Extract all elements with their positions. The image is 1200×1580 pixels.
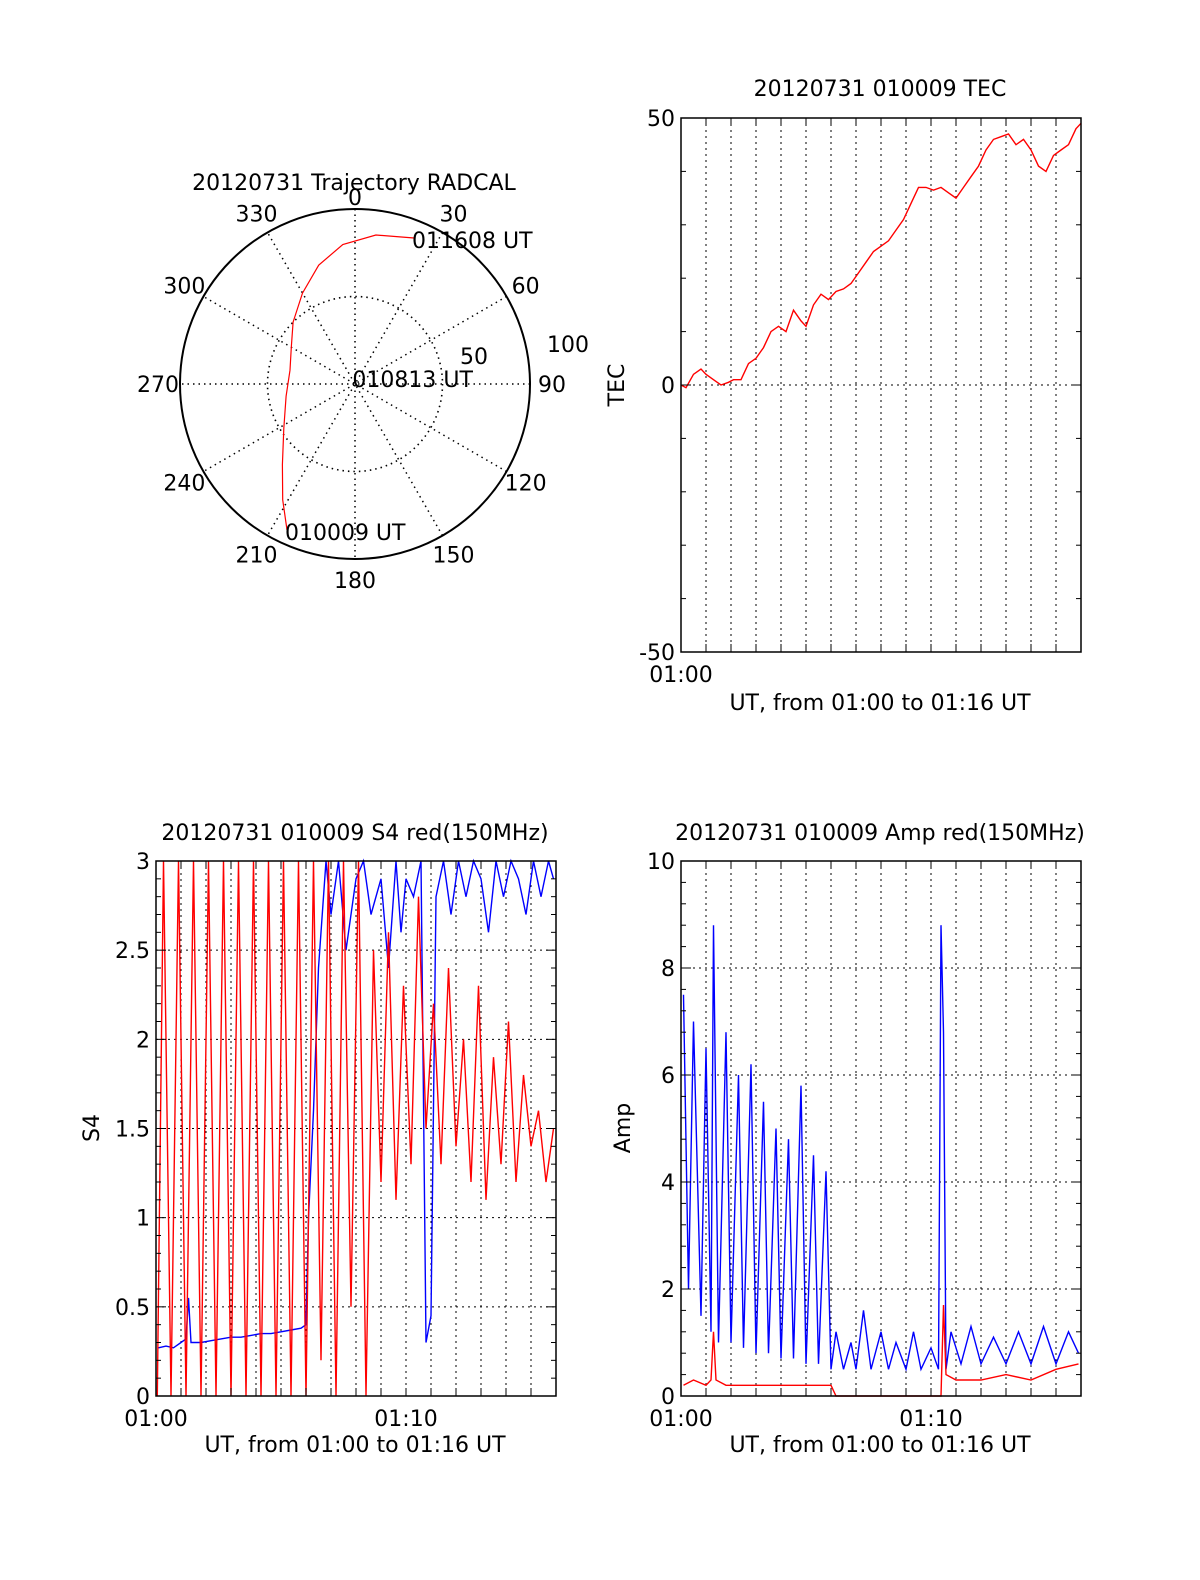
x-tick-label: 01:00	[649, 1407, 712, 1432]
amp-plot: 20120731 010009 Amp red(150MHz) Amp UT, …	[611, 821, 1085, 1458]
y-tick-label: 0	[661, 374, 675, 399]
trajectory-annotation: 010009 UT	[285, 521, 406, 546]
azimuth-label: 150	[433, 544, 475, 569]
polar-grid	[179, 208, 531, 560]
y-tick-label: 2	[661, 1278, 675, 1303]
azimuth-label: 300	[163, 275, 205, 300]
x-tick-label: 01:00	[124, 1407, 187, 1432]
tec-title: 20120731 010009 TEC	[754, 77, 1007, 102]
s4-title: 20120731 010009 S4 red(150MHz)	[161, 821, 548, 846]
polar-ring-outer	[179, 208, 531, 560]
series-line-red	[680, 122, 1082, 389]
azimuth-label: 90	[538, 373, 566, 398]
plot-frame	[680, 860, 1082, 1397]
azimuth-label: 270	[137, 373, 179, 398]
s4-xlabel: UT, from 01:00 to 01:16 UT	[204, 1433, 506, 1458]
series-line-red	[156, 860, 555, 1397]
azimuth-labels: 0 30 60 90 120 150 180 210 240 270 300 330	[137, 186, 566, 594]
trajectory-plot: 20120731 Trajectory RADCAL 0 30 60 90 120 150…	[137, 171, 589, 594]
trajectory-series	[281, 234, 415, 530]
tec-xlabel: UT, from 01:00 to 01:16 UT	[729, 691, 1031, 716]
azimuth-label: 210	[236, 544, 278, 569]
ring-labels: 50 100	[460, 333, 589, 370]
y-tick-label: 0.5	[115, 1296, 150, 1321]
trajectory-annotation: 011608 UT	[412, 229, 533, 254]
polar-spoke	[203, 295, 507, 473]
polar-spoke	[266, 232, 444, 536]
s4-plot-body: 0 0.5 1 1.5 2 2.5 3 01:00 01:10	[115, 850, 557, 1432]
trajectory-annotation: 010813 UT	[352, 368, 473, 393]
y-tick-label: 50	[647, 107, 675, 132]
polar-ring-inner	[266, 295, 444, 473]
azimuth-label: 0	[348, 186, 362, 211]
y-tick-label: 1	[136, 1207, 150, 1232]
azimuth-label: 240	[163, 472, 205, 497]
y-tick-label: 0	[136, 1385, 150, 1410]
azimuth-label: 60	[512, 275, 540, 300]
y-tick-label: 4	[661, 1171, 675, 1196]
amp-title: 20120731 010009 Amp red(150MHz)	[675, 821, 1085, 846]
tec-plot: 20120731 010009 TEC TEC UT, from 01:00 t…	[605, 77, 1082, 716]
y-tick-label: 8	[661, 957, 675, 982]
y-tick-label: 2	[136, 1028, 150, 1053]
x-tick-label: 01:10	[374, 1407, 437, 1432]
y-tick-label: 2.5	[115, 939, 150, 964]
s4-ylabel: S4	[80, 1114, 105, 1142]
tec-plot-body: -50 0 50 01:00	[639, 107, 1082, 688]
series-line-blue	[682, 925, 1080, 1372]
azimuth-label: 180	[334, 569, 376, 594]
trajectory-annotations: 011608 UT 010813 UT 010009 UT	[285, 229, 533, 546]
ring-label: 100	[547, 333, 589, 358]
polar-spoke	[203, 295, 507, 473]
x-tick-label: 01:10	[899, 1407, 962, 1432]
azimuth-label: 30	[440, 202, 468, 227]
polar-spoke	[266, 232, 444, 536]
amp-plot-body: 0 2 4 6 8 10 01:00 01:10	[647, 850, 1082, 1432]
amp-ylabel: Amp	[611, 1103, 636, 1153]
ring-label: 50	[460, 345, 488, 370]
y-tick-label: -50	[639, 641, 675, 666]
trajectory-title: 20120731 Trajectory RADCAL	[192, 171, 516, 196]
tec-ylabel: TEC	[605, 364, 630, 408]
y-tick-label: 3	[136, 850, 150, 875]
azimuth-label: 120	[505, 472, 547, 497]
s4-plot: 20120731 010009 S4 red(150MHz) S4 UT, fr…	[80, 821, 557, 1458]
y-tick-label: 6	[661, 1064, 675, 1089]
y-tick-label: 1.5	[115, 1118, 150, 1143]
x-tick-label: 01:00	[649, 663, 712, 688]
trajectory-line	[281, 234, 415, 530]
azimuth-label: 330	[236, 202, 278, 227]
y-tick-label: 10	[647, 850, 675, 875]
y-tick-label: 0	[661, 1385, 675, 1410]
amp-xlabel: UT, from 01:00 to 01:16 UT	[729, 1433, 1031, 1458]
